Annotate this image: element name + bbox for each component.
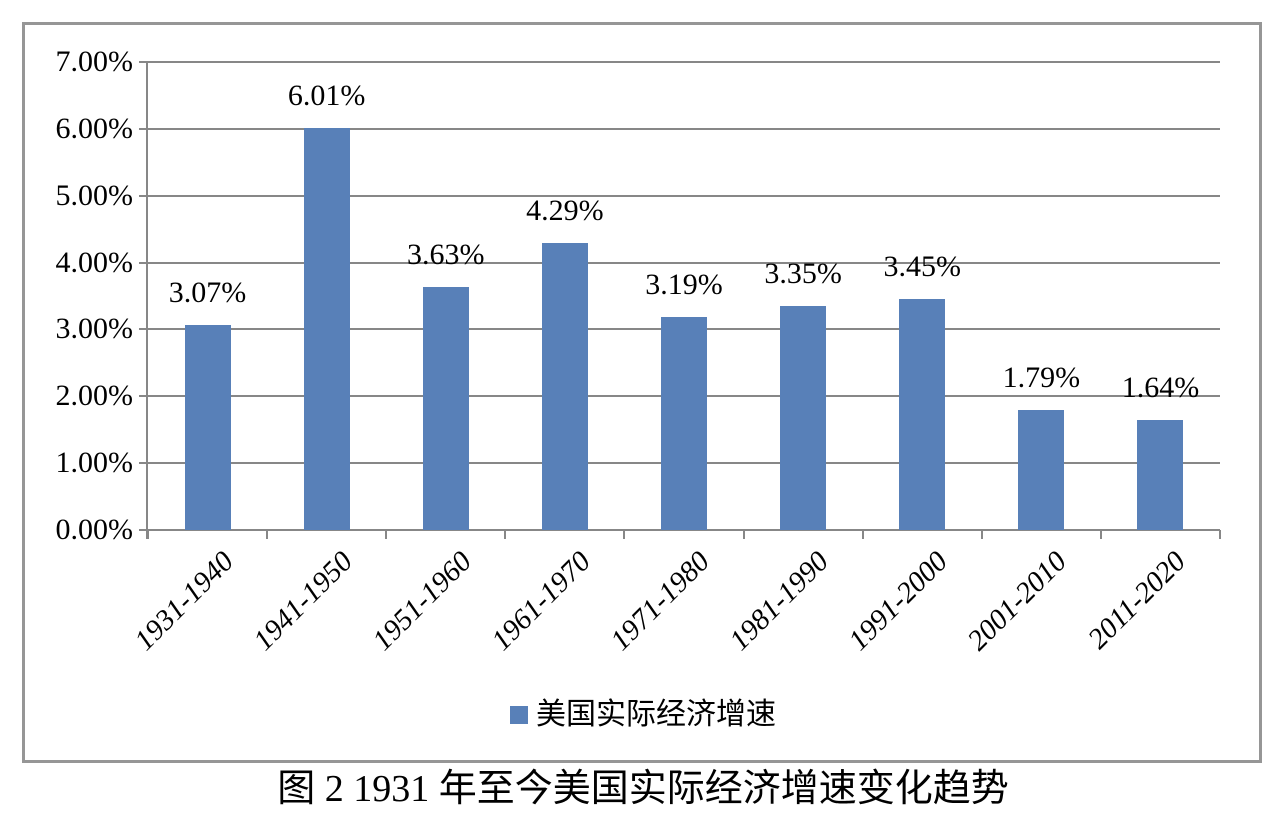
legend-label: 美国实际经济增速 [536, 698, 776, 731]
chart-legend: 美国实际经济增速 [0, 698, 1286, 732]
legend-swatch-icon [510, 706, 528, 724]
chart-frame [22, 22, 1262, 763]
figure-caption: 图 2 1931 年至今美国实际经济增速变化趋势 [277, 768, 1009, 810]
